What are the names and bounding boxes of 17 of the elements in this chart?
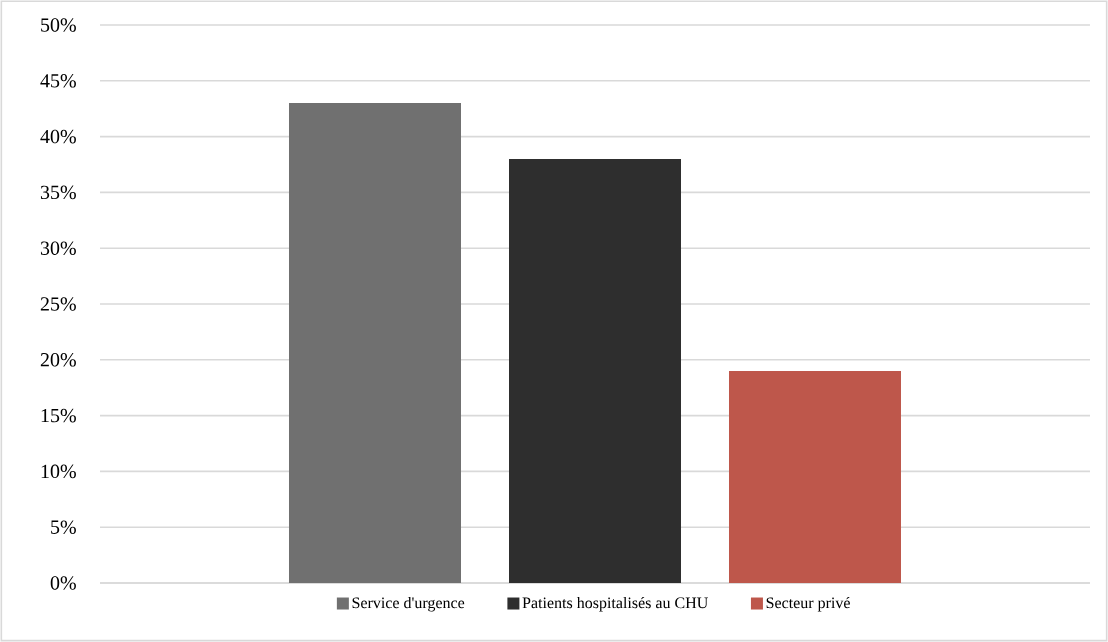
y-tick-label: 40% (40, 129, 76, 144)
y-tick-label: 30% (40, 241, 76, 255)
legend-label: Patients hospitalisés au CHU (522, 596, 708, 612)
legend-label: Service d'urgence (352, 596, 465, 612)
y-tick-label: 20% (40, 353, 76, 367)
bar (729, 370, 901, 583)
legend-label: Secteur privé (766, 596, 850, 612)
y-tick-label: 5% (51, 520, 76, 534)
y-tick-label: 45% (40, 74, 76, 88)
y-tick-label: 50% (41, 18, 76, 32)
y-tick-label: 25% (40, 297, 76, 311)
y-tick-label: 15% (41, 408, 76, 423)
y-tick-label: 10% (41, 464, 76, 479)
y-tick-label: 35% (40, 185, 76, 200)
y-tick-label: 0% (50, 576, 76, 590)
bar (289, 103, 461, 583)
bar (509, 158, 681, 583)
